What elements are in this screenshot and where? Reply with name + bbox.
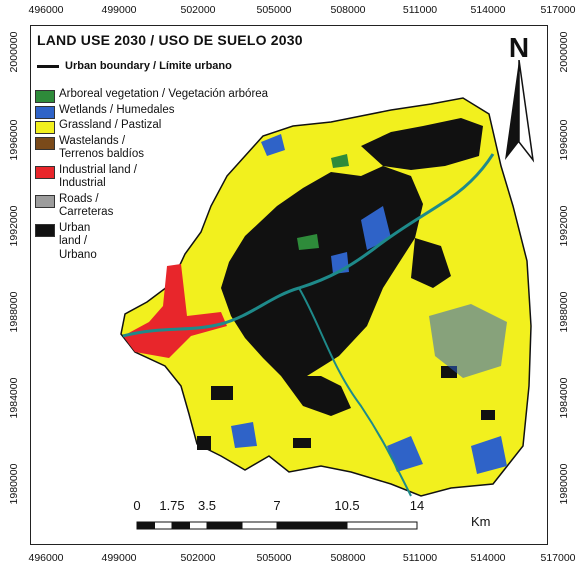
coordinate-label: 514000 (470, 4, 506, 16)
legend-boundary: Urban boundary / Límite urbano (37, 60, 232, 72)
scale-tick-label: 0 (133, 498, 141, 513)
coordinate-label: 517000 (540, 4, 576, 16)
legend-label: Wetlands / Humedales (59, 103, 175, 116)
coordinate-label: 2000000 (558, 31, 570, 73)
wetland-patch (261, 134, 285, 156)
coordinate-label: 1996000 (558, 119, 570, 161)
urban-patch (293, 438, 311, 448)
coordinate-label: 505000 (256, 4, 292, 16)
north-arrow-icon (505, 60, 535, 163)
wetland-patch (231, 422, 257, 448)
scale-tick-label: 10.5 (334, 498, 360, 513)
scale-tick-label: 1.75 (159, 498, 185, 513)
legend-item: Industrial land / Industrial (35, 164, 349, 191)
map-canvas[interactable] (31, 26, 548, 545)
scale-segment (136, 521, 155, 530)
coordinate-label: 508000 (330, 552, 366, 564)
coordinate-label: 1992000 (8, 205, 20, 247)
legend-swatch (35, 121, 55, 134)
legend-item: Wetlands / Humedales (35, 103, 349, 119)
scale-segment (171, 521, 190, 530)
coordinate-label: 1980000 (8, 463, 20, 505)
scale-tick-label: 3.5 (197, 498, 217, 513)
boundary-line-icon (37, 64, 59, 68)
legend: Arboreal vegetation / Vegetación arbórea… (35, 88, 349, 264)
arboreal-patch (297, 234, 319, 250)
urban-patch (197, 436, 211, 450)
coordinate-label: 496000 (28, 552, 64, 564)
map-title: LAND USE 2030 / USO DE SUELO 2030 (37, 32, 303, 48)
coordinate-label: 517000 (540, 552, 576, 564)
coordinate-label: 502000 (180, 552, 216, 564)
map-frame[interactable]: LAND USE 2030 / USO DE SUELO 2030 Urban … (30, 25, 548, 545)
legend-label: Wastelands / Terrenos baldíos (59, 134, 145, 161)
legend-item: Grassland / Pastizal (35, 119, 349, 134)
coordinate-label: 499000 (101, 552, 137, 564)
coordinate-label: 514000 (470, 552, 506, 564)
industrial-area (123, 264, 227, 358)
scale-tick-label: 14 (409, 498, 425, 513)
coordinate-label: 1996000 (8, 119, 20, 161)
coordinate-label: 1980000 (558, 463, 570, 505)
legend-label: Roads / Carreteras (59, 192, 114, 219)
coordinate-label: 1984000 (558, 377, 570, 419)
scale-unit: Km (471, 514, 491, 529)
coordinate-label: 505000 (256, 552, 292, 564)
coordinate-label: 511000 (402, 552, 438, 564)
coordinate-label: 511000 (402, 4, 438, 16)
north-letter: N (508, 32, 530, 63)
legend-swatch (35, 223, 55, 237)
scale-bar-graphic (136, 521, 418, 530)
urban-patch (211, 386, 233, 400)
river (122, 153, 495, 338)
scale-tick-label: 7 (273, 498, 281, 513)
legend-swatch (35, 136, 55, 150)
coordinate-label: 502000 (180, 4, 216, 16)
legend-swatch (35, 165, 55, 179)
coordinate-label: 1984000 (8, 377, 20, 419)
scale-segment (276, 521, 348, 530)
legend-item: Arboreal vegetation / Vegetación arbórea (35, 88, 349, 103)
urban-east (411, 238, 451, 288)
scale-segment (154, 521, 173, 530)
urban-south (281, 376, 351, 416)
scale-segment (189, 521, 208, 530)
coordinate-label: 1988000 (8, 291, 20, 333)
urban-north (361, 118, 483, 170)
wetland-patch (471, 436, 507, 474)
coordinate-label: 1988000 (558, 291, 570, 333)
arboreal-patch (331, 154, 349, 168)
coordinate-label: 1992000 (558, 205, 570, 247)
scale-segment (206, 521, 243, 530)
coordinate-label: 496000 (28, 4, 64, 16)
legend-swatch (35, 90, 55, 103)
boundary-label: Urban boundary / Límite urbano (65, 60, 232, 72)
legend-label: Urban land / Urbano (59, 221, 97, 261)
river (298, 287, 412, 497)
coordinate-label: 508000 (330, 4, 366, 16)
legend-label: Arboreal vegetation / Vegetación arbórea (59, 88, 269, 100)
legend-label: Grassland / Pastizal (59, 119, 162, 131)
wetland-patch (361, 206, 391, 250)
legend-swatch (35, 105, 55, 119)
coordinate-label: 2000000 (8, 31, 20, 73)
legend-item: Urban land / Urbano (35, 222, 349, 263)
legend-label: Industrial land / Industrial (59, 163, 137, 190)
wetland-patch (387, 436, 423, 472)
wetland-patch (429, 304, 507, 378)
legend-item: Roads / Carreteras (35, 193, 349, 220)
scale-segment (241, 521, 278, 530)
coordinate-label: 499000 (101, 4, 137, 16)
legend-swatch (35, 194, 55, 208)
legend-item: Wastelands / Terrenos baldíos (35, 135, 349, 162)
scale-segment (346, 521, 418, 530)
urban-patch (481, 410, 495, 420)
